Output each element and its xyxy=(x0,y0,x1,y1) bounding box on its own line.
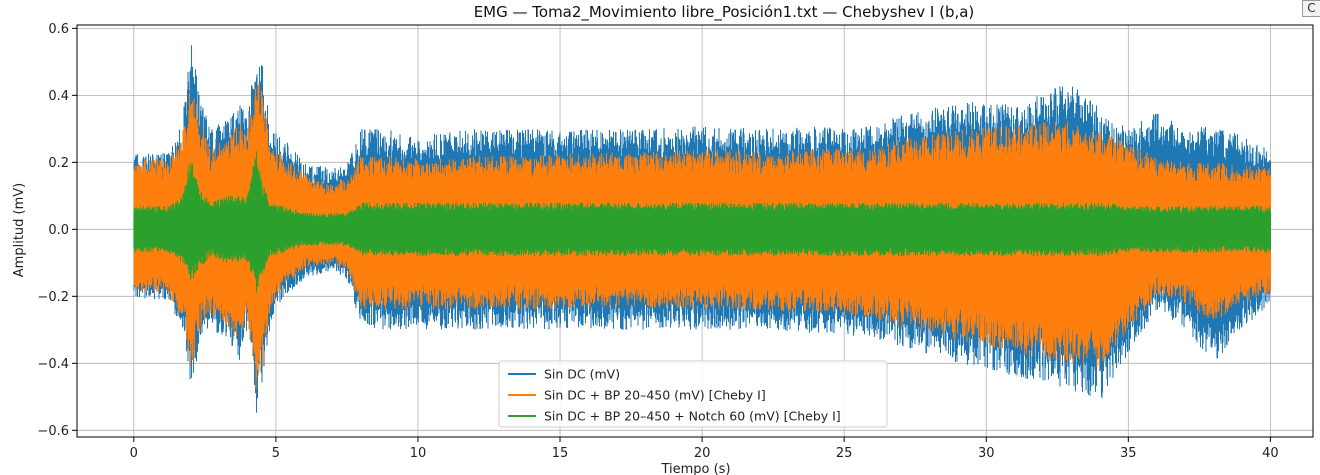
x-tick-label: 30 xyxy=(978,446,995,461)
legend-label: Sin DC + BP 20–450 + Notch 60 (mV) [Cheb… xyxy=(544,409,841,424)
y-tick-label: −0.2 xyxy=(37,290,69,305)
chart-title: EMG — Toma2_Movimiento libre_Posición1.t… xyxy=(474,3,975,22)
y-axis-ticks: −0.6 −0.4 −0.2 0.0 0.2 0.4 0.6 xyxy=(37,22,77,439)
legend-label: Sin DC + BP 20–450 (mV) [Cheby I] xyxy=(544,388,766,403)
y-tick-label: 0.6 xyxy=(48,22,69,37)
x-tick-label: 5 xyxy=(272,446,280,461)
series-plot-area xyxy=(133,45,1272,413)
x-tick-label: 10 xyxy=(410,446,427,461)
y-tick-label: 0.2 xyxy=(48,156,69,171)
corner-button[interactable]: C xyxy=(1302,0,1320,17)
x-tick-label: 35 xyxy=(1120,446,1137,461)
legend: Sin DC (mV) Sin DC + BP 20–450 (mV) [Cheb… xyxy=(498,360,888,428)
x-axis-ticks: 0 5 10 15 20 25 30 35 40 xyxy=(130,437,1279,461)
series-trace-2 xyxy=(133,151,1272,293)
legend-box xyxy=(498,360,888,428)
x-tick-label: 20 xyxy=(694,446,711,461)
y-tick-label: 0.4 xyxy=(48,89,69,104)
plot-frame xyxy=(76,24,1314,438)
x-tick-label: 0 xyxy=(130,446,138,461)
y-tick-label: −0.4 xyxy=(37,357,69,372)
legend-label: Sin DC (mV) xyxy=(544,367,620,382)
y-tick-label: −0.6 xyxy=(37,424,69,439)
x-tick-label: 25 xyxy=(836,446,853,461)
y-tick-label: 0.0 xyxy=(48,223,69,238)
x-axis-label: Tiempo (s) xyxy=(660,462,730,475)
y-axis-label: Amplitud (mV) xyxy=(12,183,27,277)
x-tick-label: 15 xyxy=(552,446,569,461)
x-tick-label: 40 xyxy=(1262,446,1279,461)
